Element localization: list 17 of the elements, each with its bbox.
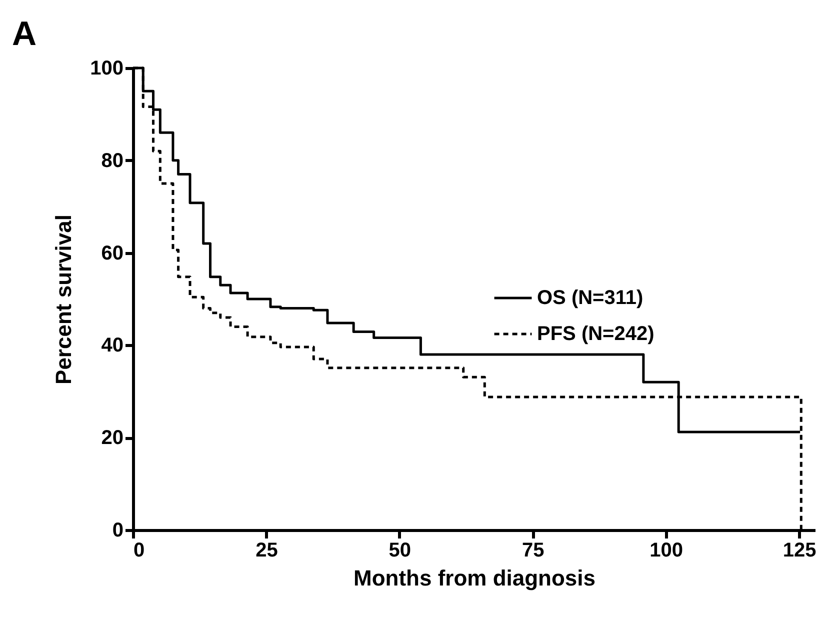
x-tick-label: 50 [388,540,412,562]
legend-label: PFS (N=242) [537,323,654,345]
x-tick-label: 75 [522,540,544,562]
legend-label: OS (N=311) [537,287,644,309]
x-tick-label: 125 [782,540,816,562]
x-tick-label: 100 [650,540,683,562]
y-tick-label: 60 [101,242,124,264]
chart-title: A [12,15,37,53]
y-tick-label: 40 [101,334,124,357]
y-tick-label: 0 [112,520,124,542]
x-axis-title: Months from diagnosis [354,566,596,590]
y-tick-label: 100 [90,58,124,80]
y-axis-title: Percent survival [51,214,76,384]
y-tick-label: 80 [101,150,124,172]
x-tick-label: 25 [256,540,278,562]
y-tick-label: 20 [101,427,124,450]
x-tick-label: 0 [134,540,145,562]
